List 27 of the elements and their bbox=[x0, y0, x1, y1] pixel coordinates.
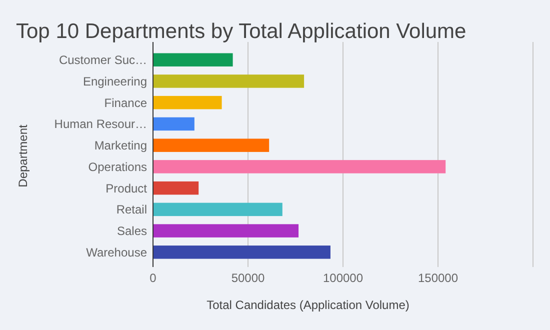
chart-title: Top 10 Departments by Total Application Volume bbox=[16, 20, 466, 43]
bar bbox=[153, 224, 299, 238]
x-tick-label: 150000 bbox=[418, 271, 458, 286]
bar bbox=[153, 202, 282, 216]
y-tick-label: Retail bbox=[116, 202, 147, 217]
bar bbox=[153, 96, 222, 110]
bar bbox=[153, 160, 446, 174]
y-tick-label: Engineering bbox=[82, 74, 147, 88]
x-tick-label: 0 bbox=[150, 271, 157, 286]
y-tick-label: Sales bbox=[116, 224, 147, 238]
y-tick-label: Warehouse bbox=[86, 245, 148, 260]
y-tick-label: Product bbox=[106, 181, 148, 196]
x-tick-label: 100000 bbox=[322, 271, 364, 286]
x-tick-label: 50000 bbox=[231, 271, 266, 286]
y-tick-label: Finance bbox=[104, 96, 148, 110]
x-axis-title: Total Candidates (Application Volume) bbox=[206, 298, 410, 312]
bar bbox=[153, 246, 330, 259]
y-tick-label: Customer Suc… bbox=[58, 53, 147, 68]
y-axis-title: Department bbox=[16, 124, 30, 188]
y-tick-label: Operations bbox=[88, 160, 147, 174]
bar bbox=[153, 53, 233, 66]
bar bbox=[153, 181, 199, 195]
bar bbox=[153, 74, 304, 88]
bar bbox=[153, 117, 194, 131]
y-tick-label: Human Resour… bbox=[54, 117, 147, 132]
bar bbox=[153, 138, 270, 152]
y-tick-label: Marketing bbox=[94, 138, 147, 153]
